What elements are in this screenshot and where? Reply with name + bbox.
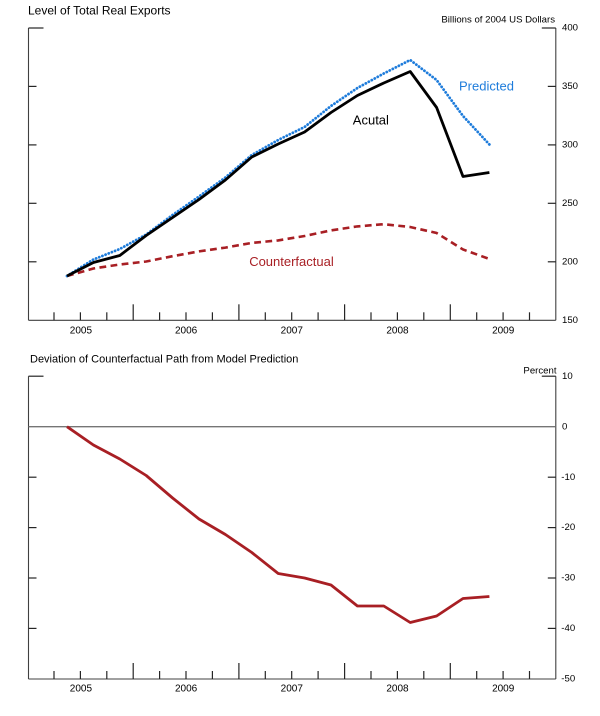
svg-text:2006: 2006 <box>175 684 198 695</box>
svg-text:300: 300 <box>562 140 578 151</box>
svg-text:2009: 2009 <box>492 684 515 695</box>
svg-text:Percent: Percent <box>523 366 556 377</box>
svg-text:200: 200 <box>562 256 578 267</box>
svg-text:2007: 2007 <box>281 326 304 337</box>
svg-text:-10: -10 <box>561 472 575 483</box>
svg-text:2006: 2006 <box>175 326 198 337</box>
svg-text:-50: -50 <box>561 674 575 685</box>
svg-text:Acutal: Acutal <box>353 113 389 128</box>
svg-text:Level of Total Real Exports: Level of Total Real Exports <box>28 4 171 18</box>
svg-text:2005: 2005 <box>70 684 93 695</box>
svg-text:250: 250 <box>562 198 578 209</box>
svg-text:2005: 2005 <box>70 326 93 337</box>
svg-text:Counterfactual: Counterfactual <box>249 254 334 269</box>
svg-text:350: 350 <box>562 81 578 92</box>
svg-text:Billions of 2004 US Dollars: Billions of 2004 US Dollars <box>441 15 555 26</box>
svg-text:150: 150 <box>562 315 578 326</box>
svg-text:2008: 2008 <box>386 326 409 337</box>
svg-text:-30: -30 <box>561 573 575 584</box>
svg-text:400: 400 <box>562 23 578 34</box>
svg-text:2009: 2009 <box>492 326 515 337</box>
svg-text:0: 0 <box>562 421 567 432</box>
svg-text:2007: 2007 <box>281 684 304 695</box>
svg-text:-20: -20 <box>561 522 575 533</box>
svg-text:Predicted: Predicted <box>459 79 514 94</box>
svg-text:10: 10 <box>562 371 573 382</box>
svg-text:Deviation of Counterfactual Pa: Deviation of Counterfactual Path from Mo… <box>30 354 298 366</box>
svg-text:-40: -40 <box>561 623 575 634</box>
svg-text:2008: 2008 <box>386 684 409 695</box>
